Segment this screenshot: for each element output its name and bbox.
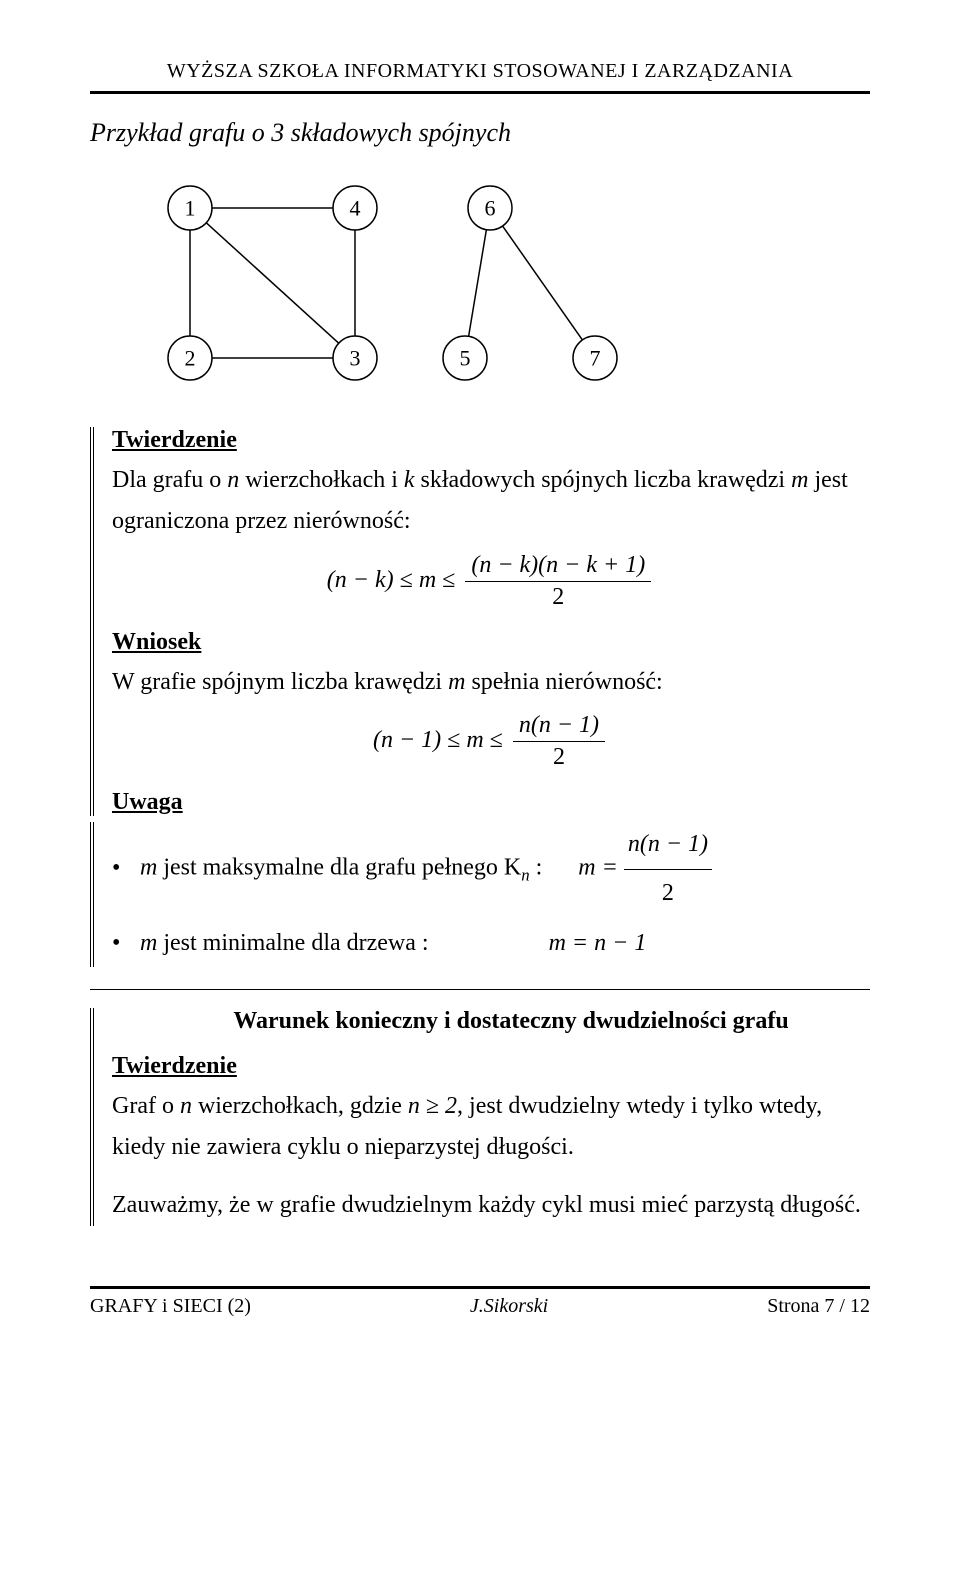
bullet-dot-2: •	[112, 921, 134, 967]
footer-rule	[90, 1286, 870, 1289]
wniosek-label: Wniosek	[112, 629, 870, 656]
network-graph: 1 4 2 3 6 5 7	[90, 168, 650, 398]
f2-den: 2	[513, 742, 605, 771]
footer-center: J.Sikorski	[470, 1295, 548, 1318]
b1-rhs-pre: m =	[578, 855, 624, 881]
f1-den: 2	[465, 582, 651, 611]
theorem1-label: Twierdzenie	[112, 427, 870, 454]
sym-m-2: m	[448, 669, 465, 695]
svg-text:3: 3	[350, 346, 361, 371]
uwaga-label: Uwaga	[112, 789, 870, 816]
t1-m1: wierzchołkach i	[239, 467, 404, 493]
theorem1-text: Dla grafu o n wierzchołkach i k składowy…	[112, 460, 870, 542]
b1-m: m	[140, 855, 157, 881]
svg-text:5: 5	[460, 346, 471, 371]
f1-lhs-post: ) ≤	[386, 567, 419, 593]
sym-n-1: n	[227, 467, 239, 493]
t2-m1: wierzchołkach, gdzie	[192, 1093, 408, 1119]
sym-m-1: m	[791, 467, 808, 493]
bullet-1: • m jest maksymalne dla grafu pełnego Kn…	[112, 822, 870, 916]
bullet-2: • m jest minimalne dla drzewa : m = n − …	[112, 921, 870, 967]
t1-pre: Dla grafu o	[112, 467, 227, 493]
svg-text:4: 4	[350, 196, 361, 221]
bipartite-condition-title: Warunek konieczny i dostateczny dwudziel…	[152, 1008, 870, 1035]
theorem1-block: Twierdzenie Dla grafu o n wierzchołkach …	[90, 427, 870, 816]
sym-n-3: n	[180, 1093, 192, 1119]
institution-header: WYŻSZA SZKOŁA INFORMATYKI STOSOWANEJ I Z…	[90, 60, 870, 83]
t2-pre: Graf o	[112, 1093, 180, 1119]
svg-text:2: 2	[185, 346, 196, 371]
f1-k: k	[375, 567, 386, 593]
f1-lhs-pre: (	[327, 567, 335, 593]
f2-n: n	[381, 727, 393, 753]
wniosek-text: W grafie spójnym liczba krawędzi m spełn…	[112, 662, 870, 703]
footer-right: Strona 7 / 12	[767, 1295, 870, 1318]
f1-after: ≤	[436, 567, 461, 593]
formula1: (n − k) ≤ m ≤ (n − k)(n − k + 1) 2	[112, 552, 870, 611]
b2-mid: jest minimalne dla drzewa :	[157, 930, 428, 956]
f1-minus: −	[347, 567, 375, 593]
f2-m: m	[466, 727, 483, 753]
header-rule	[90, 91, 870, 94]
svg-text:6: 6	[485, 196, 496, 221]
f1-m: m	[419, 567, 436, 593]
b1-post: :	[530, 855, 543, 881]
f2-mid: − 1) ≤	[393, 727, 466, 753]
theorem2-text: Graf o n wierzchołkach, gdzie n ≥ 2, jes…	[112, 1086, 870, 1168]
svg-text:1: 1	[185, 196, 196, 221]
b1-sub: n	[521, 866, 529, 885]
b1-den: 2	[624, 870, 712, 917]
f2-lhs-pre: (	[373, 727, 381, 753]
bullet-dot-1: •	[112, 846, 134, 892]
w-suf: spełnia nierówność:	[465, 669, 662, 695]
remark-text: Zauważmy, że w grafie dwudzielnym każdy …	[112, 1185, 870, 1226]
b1-mid: jest maksymalne dla grafu pełnego K	[157, 855, 521, 881]
b2-rhs: m = n − 1	[549, 921, 647, 967]
t2-cond: n ≥ 2	[408, 1093, 457, 1119]
f1-n: n	[335, 567, 347, 593]
footer-left: GRAFY i SIECI (2)	[90, 1295, 251, 1318]
theorem2-label: Twierdzenie	[112, 1053, 870, 1080]
theorem2-block: Warunek konieczny i dostateczny dwudziel…	[90, 1008, 870, 1226]
b1-num: n(n − 1)	[624, 822, 712, 870]
bullets-block: • m jest maksymalne dla grafu pełnego Kn…	[90, 822, 870, 966]
f1-num: (n − k)(n − k + 1)	[465, 552, 651, 582]
svg-text:7: 7	[590, 346, 601, 371]
example-title: Przykład grafu o 3 składowych spójnych	[90, 118, 870, 148]
b2-m: m	[140, 930, 157, 956]
f2-after: ≤	[484, 727, 509, 753]
w-pre: W grafie spójnym liczba krawędzi	[112, 669, 448, 695]
sym-k-1: k	[404, 467, 415, 493]
page-footer: GRAFY i SIECI (2) J.Sikorski Strona 7 / …	[90, 1295, 870, 1318]
graph-figure: 1 4 2 3 6 5 7	[90, 168, 870, 403]
t1-m2: składowych spójnych liczba krawędzi	[415, 467, 792, 493]
mid-rule	[90, 989, 870, 990]
formula2: (n − 1) ≤ m ≤ n(n − 1) 2	[112, 712, 870, 771]
f2-num: n(n − 1)	[513, 712, 605, 742]
